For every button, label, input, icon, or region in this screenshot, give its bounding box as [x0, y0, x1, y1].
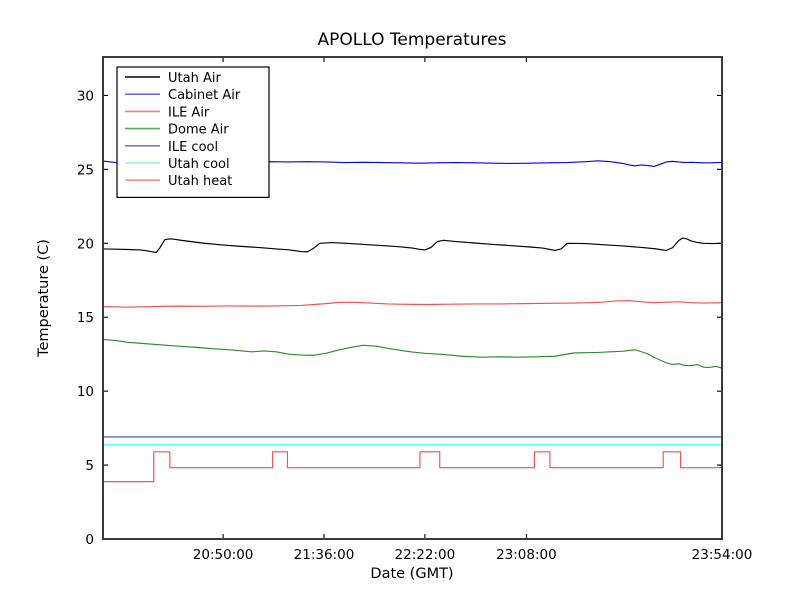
- series-line-utah-air: [102, 237, 723, 254]
- x-tick-label: 23:08:00: [496, 547, 557, 563]
- series-line-utah-heat: [103, 451, 722, 483]
- x-tick-label: 21:36:00: [294, 547, 355, 563]
- legend-label-ile-cool: ILE cool: [168, 140, 218, 155]
- legend-label-utah-air: Utah Air: [168, 71, 221, 86]
- legend-label-cabinet-air: Cabinet Air: [168, 88, 241, 103]
- legend-frame: [116, 66, 270, 198]
- legend-label-ile-air: ILE Air: [168, 105, 210, 120]
- legend-label-dome-air: Dome Air: [168, 123, 229, 138]
- x-tick-label: 22:22:00: [395, 547, 456, 563]
- legend-label-utah-heat: Utah heat: [168, 174, 232, 189]
- plot-axes-frame: [102, 56, 723, 540]
- y-axis-ticks: 0 5 10 15 20 25 30: [77, 88, 722, 548]
- series-line-dome-air: [102, 338, 723, 369]
- x-tick-label: 20:50:00: [193, 547, 254, 563]
- y-axis-label: Temperature (C): [36, 239, 52, 358]
- x-axis-label: Date (GMT): [370, 566, 453, 582]
- legend-label-utah-cool: Utah cool: [168, 157, 230, 172]
- x-tick-label: 23:54:00: [692, 547, 753, 563]
- chart-legend: Utah Air Cabinet Air ILE Air Dome Air ILE co…: [116, 66, 270, 198]
- y-tick-label: 25: [77, 162, 94, 178]
- chart-title: APOLLO Temperatures: [318, 30, 507, 50]
- series-line-ile-air: [102, 300, 723, 308]
- y-tick-label: 20: [77, 236, 94, 252]
- y-tick-label: 10: [77, 384, 94, 400]
- y-tick-label: 15: [77, 310, 94, 326]
- x-axis-ticks: 20:50:00 21:36:00 22:22:00 23:08:00 23:54:00: [193, 57, 753, 563]
- series-layer: [102, 160, 723, 483]
- y-tick-label: 5: [85, 458, 94, 474]
- y-tick-label: 30: [77, 88, 94, 104]
- y-tick-label: 0: [85, 532, 94, 548]
